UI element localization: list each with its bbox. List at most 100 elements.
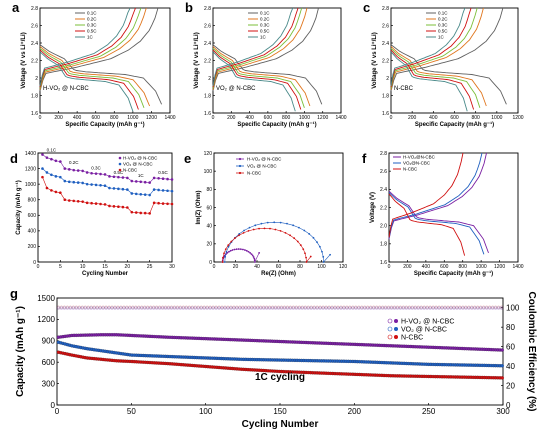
ce-point — [283, 306, 286, 310]
ce-point — [98, 305, 102, 309]
y-tick-label: 2.2 — [382, 58, 389, 64]
ce-point — [354, 305, 358, 309]
x-tick-label: 100 — [199, 407, 213, 416]
charge-curve-0.2C — [212, 7, 308, 90]
y-tick-label: 1.6 — [204, 111, 211, 117]
ce-point — [68, 305, 72, 309]
ce-point — [125, 305, 129, 309]
ce-point — [375, 305, 379, 309]
data-point — [223, 261, 226, 263]
ce-point — [387, 306, 390, 310]
ce-point — [152, 305, 156, 309]
y-tick-label: 900 — [42, 337, 56, 346]
ce-point — [122, 305, 126, 309]
data-point — [227, 245, 230, 248]
legend-marker — [118, 156, 122, 160]
ce-point — [60, 306, 63, 310]
data-point — [228, 250, 230, 253]
discharge-curve-1C — [390, 51, 468, 112]
discharge-curve-0.3C — [390, 47, 481, 108]
panel-letter: g — [10, 286, 18, 301]
legend-label: 1C — [87, 35, 94, 40]
y-tick-label: 2.6 — [31, 23, 38, 29]
data-point — [225, 250, 228, 253]
ce-point — [366, 305, 370, 309]
legend-capacity-marker — [394, 319, 398, 323]
ce-point — [342, 305, 346, 309]
data-point — [238, 233, 241, 235]
ce-point — [467, 306, 471, 310]
ce-point — [375, 306, 379, 310]
ce-point — [357, 306, 361, 310]
nyquist-line — [222, 227, 312, 263]
data-point — [222, 256, 224, 259]
y-tick-label: 1.6 — [31, 111, 38, 117]
y-tick-label: 2 — [386, 76, 389, 82]
x-tick-label: 0 — [39, 115, 42, 121]
data-point — [316, 241, 318, 244]
ce-point — [294, 305, 298, 309]
y-tick-label: 2.4 — [380, 187, 387, 193]
ce-point — [268, 306, 272, 310]
x-tick-label: 1000 — [476, 264, 487, 270]
ce-point — [62, 305, 66, 309]
legend-label: 0.5C — [260, 29, 270, 34]
data-point — [284, 231, 287, 234]
discharge-curve-0.1C — [390, 44, 507, 105]
legend-label: 0.5C — [438, 29, 448, 34]
legend-label: VO₂ @ N-CBC — [123, 162, 153, 167]
ce-point — [449, 306, 453, 310]
data-point — [293, 237, 296, 240]
ce-point — [110, 305, 114, 309]
x-tick-label: 400 — [429, 115, 438, 121]
ce-point — [404, 306, 408, 310]
legend-label: 0.2C — [87, 17, 97, 22]
y2-tick-label: 40 — [506, 362, 515, 371]
x-tick-label: 300 — [496, 407, 510, 416]
y-tick-label: 0 — [209, 260, 212, 266]
y-tick-label: 600 — [42, 358, 56, 367]
y-tick-label: 1.8 — [204, 93, 211, 99]
legend-ce-marker — [387, 326, 393, 332]
data-point — [279, 230, 282, 232]
ce-point — [366, 306, 370, 310]
x-tick-label: 400 — [245, 115, 254, 121]
ce-point — [250, 306, 254, 310]
ce-point — [202, 306, 206, 310]
x-tick-label: 800 — [471, 115, 480, 121]
ce-point — [464, 306, 468, 310]
ce-point — [164, 305, 167, 309]
x-tick-label: 50 — [127, 407, 136, 416]
ce-point — [107, 305, 111, 309]
ce-point — [291, 305, 295, 309]
data-point — [302, 248, 305, 251]
ce-point — [306, 306, 310, 310]
data-point — [227, 244, 230, 247]
y-tick-label: 100 — [204, 169, 213, 175]
ce-point — [57, 306, 60, 310]
ce-point — [116, 305, 120, 309]
ce-point — [232, 305, 236, 309]
ce-point — [241, 306, 245, 310]
ce-point — [348, 305, 352, 309]
discharge-curve — [388, 192, 485, 255]
ce-point — [110, 306, 114, 310]
ce-point — [131, 305, 135, 309]
rate-label: 0.5C — [158, 170, 168, 175]
x-tick-label: 100 — [317, 264, 326, 270]
ce-point — [342, 306, 346, 310]
ce-point — [476, 305, 480, 309]
ce-point — [333, 305, 337, 309]
ce-point — [199, 306, 203, 310]
y2-tick-label: 60 — [506, 343, 515, 352]
ce-point — [80, 306, 84, 310]
legend-marker — [238, 164, 242, 168]
ce-point — [348, 306, 352, 310]
x-tick-label: 600 — [450, 115, 459, 121]
ce-point — [158, 305, 162, 309]
ce-point — [196, 305, 200, 309]
ce-point — [184, 305, 188, 309]
data-point — [252, 228, 255, 231]
data-point — [229, 249, 232, 252]
ce-point — [312, 305, 316, 309]
